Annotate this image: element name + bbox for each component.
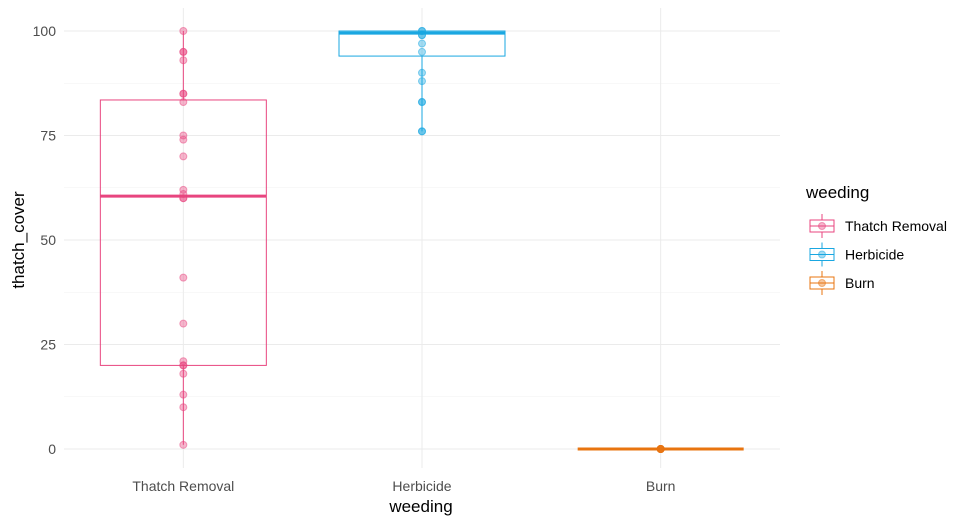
data-point	[179, 369, 188, 378]
y-tick-label: 0	[48, 441, 56, 457]
legend-key	[809, 242, 835, 267]
data-point	[418, 77, 426, 86]
box-layer	[99, 30, 744, 451]
box	[338, 30, 506, 57]
legend: weeding Thatch Removal Herbicide Burn	[805, 183, 947, 295]
y-tick-label: 50	[40, 232, 56, 248]
legend-key	[809, 271, 835, 295]
data-point	[179, 190, 188, 199]
x-axis-title: weeding	[388, 497, 452, 516]
y-tick-label: 100	[33, 23, 57, 39]
legend-label: Thatch Removal	[845, 218, 947, 234]
y-tick-label: 75	[40, 128, 56, 144]
data-point	[179, 361, 188, 370]
data-point	[179, 27, 188, 35]
data-point	[179, 89, 188, 98]
data-point	[418, 27, 426, 35]
data-point	[418, 98, 426, 107]
data-point	[179, 194, 188, 203]
box	[99, 99, 267, 366]
data-point	[418, 68, 426, 77]
data-point	[179, 319, 188, 328]
data-point	[179, 135, 188, 144]
y-tick-label: 25	[40, 337, 56, 353]
data-point	[179, 390, 188, 399]
data-point	[179, 47, 188, 56]
data-point	[179, 98, 188, 107]
data-point	[179, 185, 188, 194]
data-point	[179, 131, 188, 140]
x-axis-ticks: Thatch Removal Herbicide Burn	[132, 478, 675, 494]
legend-key-point	[818, 250, 826, 259]
data-point	[179, 273, 188, 282]
legend-key-point	[818, 279, 826, 287]
legend-key-point	[818, 222, 826, 230]
legend-title: weeding	[805, 183, 869, 202]
legend-label: Burn	[845, 275, 875, 291]
data-point	[179, 403, 188, 412]
y-axis-title: thatch_cover	[9, 191, 28, 289]
data-point	[418, 31, 426, 40]
data-point	[418, 47, 426, 56]
y-axis-ticks: 0 25 50 75 100	[33, 23, 57, 457]
legend-label: Herbicide	[845, 247, 904, 263]
x-tick-label: Burn	[646, 478, 676, 494]
data-point	[179, 152, 188, 161]
data-point	[179, 357, 188, 366]
data-point	[418, 127, 426, 136]
data-point	[179, 56, 188, 65]
point-layer	[179, 27, 665, 453]
data-point	[418, 39, 426, 48]
x-tick-label: Thatch Removal	[132, 478, 234, 494]
data-point	[656, 445, 665, 453]
legend-key	[809, 214, 835, 238]
data-point	[179, 440, 188, 449]
x-tick-label: Herbicide	[392, 478, 451, 494]
